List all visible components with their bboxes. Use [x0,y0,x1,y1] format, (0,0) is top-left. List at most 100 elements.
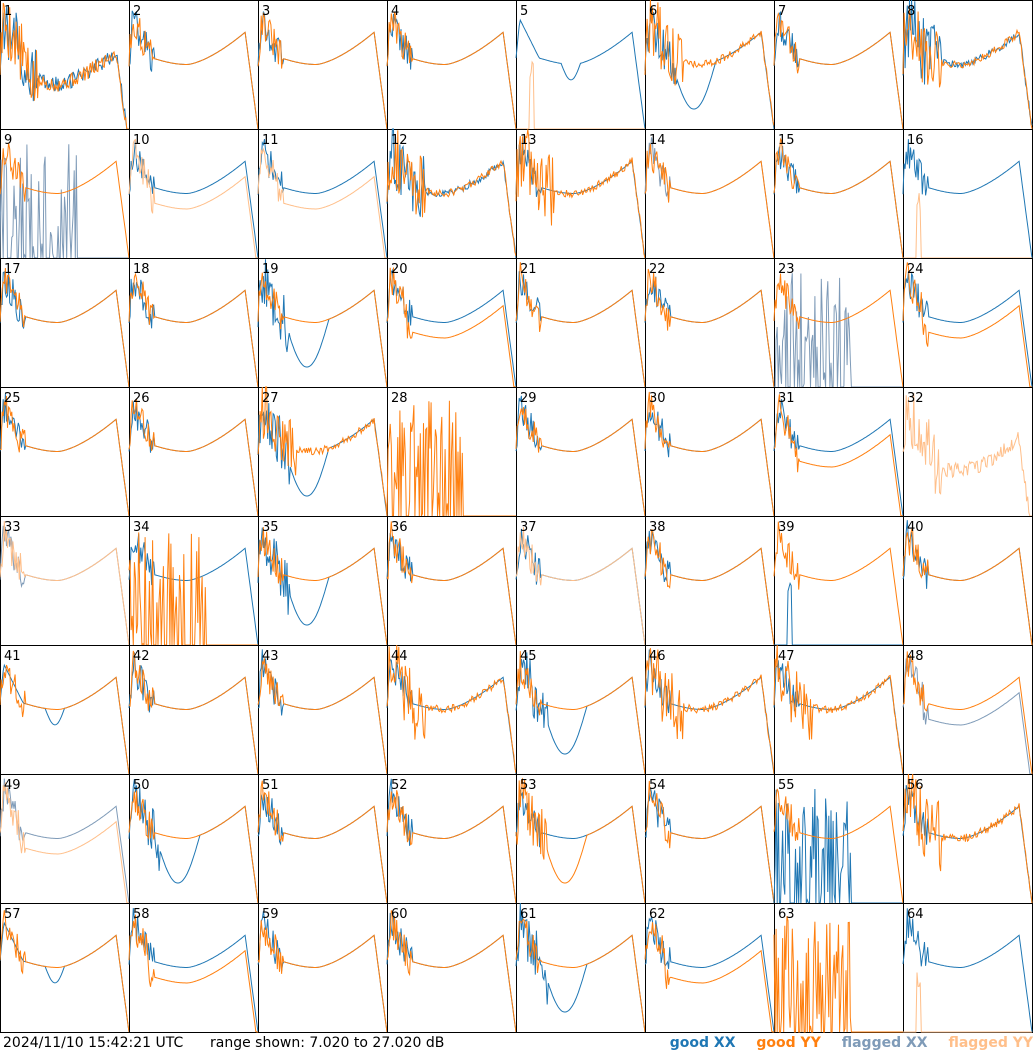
tile-frame [516,387,646,517]
tile-number: 14 [649,133,666,148]
series-yy-line [128,18,259,130]
tile-number: 31 [778,391,795,406]
tile-number: 44 [391,649,408,664]
tile-49: 49 [0,774,130,904]
tile-number: 40 [907,520,924,535]
tile-number: 32 [907,391,924,406]
tile-4: 4 [386,0,517,130]
legend: good XX good YY flagged XX flagged YY [654,1033,1033,1053]
tile-30: 30 [644,387,775,517]
tile-17: 17 [0,258,130,388]
series-yy-line [773,916,903,1033]
series-yy-line [515,129,646,259]
series-yy-line [515,407,646,517]
tile-frame [129,129,259,259]
tile-50: 50 [128,774,259,904]
tile-28: 28 [386,387,517,517]
tile-18: 18 [128,258,259,388]
tile-number: 6 [649,4,657,19]
series-yy-line [128,398,259,517]
tile-number: 41 [4,649,21,664]
tile-42: 42 [128,645,259,775]
series-yy-line [773,12,904,130]
tile-frame [903,516,1033,646]
tile-frame [774,516,904,646]
tile-number: 47 [778,649,795,664]
tile-number: 29 [520,391,537,406]
tile-frame [645,129,775,259]
tile-3: 3 [257,0,388,130]
tile-55: 55 [773,774,904,904]
series-yy-line [0,267,130,388]
tile-frame [516,0,646,130]
tile-35: 35 [257,516,388,646]
series-yy-line [902,262,1032,388]
tile-frame [387,516,517,646]
tile-41: 41 [0,645,130,775]
tile-63: 63 [773,903,904,1033]
tile-number: 35 [262,520,279,535]
tile-number: 33 [4,520,21,535]
tile-number: 62 [649,907,666,922]
tile-frame [774,387,904,517]
series-yy-line [773,273,904,388]
tile-number: 55 [778,778,795,793]
tile-6: 6 [644,0,775,130]
tile-number: 64 [907,907,924,922]
tile-number: 61 [520,907,537,922]
tile-number: 25 [4,391,21,406]
tile-number: 2 [133,4,141,19]
tile-number: 7 [778,4,786,19]
tile-frame [645,645,775,775]
series-yy-line [902,651,1033,775]
series-yy-line [644,648,775,775]
series-yy-line [0,395,130,517]
tile-number: 48 [907,649,924,664]
series-yy-line [902,8,1033,129]
series-yy-line [0,910,130,1033]
series-yy-line [902,528,1033,646]
tile-22: 22 [644,258,775,388]
tile-19: 19 [257,258,388,388]
series-xx-line [644,649,775,775]
tile-frame [0,516,130,646]
series-xx-line [902,908,1033,1033]
tile-number: 39 [778,520,795,535]
tile-number: 16 [907,133,924,148]
tile-frame [645,387,775,517]
tile-number: 50 [133,778,150,793]
tile-10: 10 [128,129,259,259]
series-yy-line [515,777,646,904]
tile-frame [645,258,775,388]
tile-frame [129,0,259,130]
tile-number: 15 [778,133,795,148]
tile-number: 26 [133,391,150,406]
legend-flagged-xx: flagged XX [841,1035,928,1051]
series-yy-line [644,0,775,126]
series-xx-line [902,272,1033,388]
tile-number: 24 [907,262,924,277]
series-yy-line [515,527,646,646]
series-yy-line [773,394,903,517]
tile-number: 58 [133,907,150,922]
tile-57: 57 [0,903,130,1033]
tile-26: 26 [128,387,259,517]
series-yy-line [257,12,388,130]
tile-60: 60 [386,903,517,1033]
tile-39: 39 [773,516,904,646]
timestamp: 2024/11/10 15:42:21 UTC [3,1035,184,1051]
tile-62: 62 [644,903,775,1033]
series-xx-line [644,5,775,130]
series-yy-line [0,2,129,130]
tile-14: 14 [644,129,775,259]
series-yy-line [773,788,904,904]
tile-7: 7 [773,0,904,130]
series-yy-line [386,130,517,257]
series-yy-line [515,918,646,1033]
series-yy-line [257,920,388,1033]
tile-frame [258,645,388,775]
tile-number: 18 [133,262,150,277]
tile-24: 24 [902,258,1033,388]
tile-frame [0,387,130,517]
tile-1: 1 [0,0,130,130]
